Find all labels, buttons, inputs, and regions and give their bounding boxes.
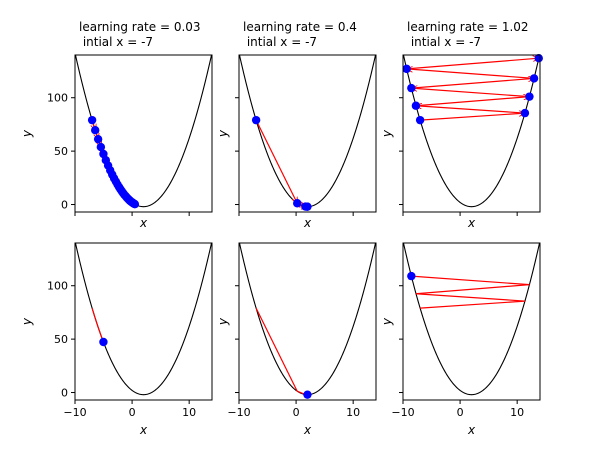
x-axis-label: x (303, 216, 312, 230)
step-arrow (255, 119, 298, 203)
axes-frame (238, 242, 377, 401)
iterate-point (251, 115, 261, 125)
y-tick-label: 0 (61, 387, 68, 400)
x-tick-label: 0 (293, 406, 300, 419)
subplot-3: x y learning rate = 1.02 intial x = -7 (380, 20, 543, 230)
axes-frame (238, 54, 377, 213)
iterate-point (293, 199, 302, 208)
x-tick-label: −10 (63, 406, 86, 419)
x-axis-label: x (139, 216, 148, 230)
step-arrow (420, 300, 525, 309)
iterate-point (303, 390, 312, 399)
iterate-point (415, 115, 425, 125)
iterate-point (93, 134, 103, 144)
step-arrow (411, 78, 534, 89)
y-axis-label: y (20, 317, 34, 326)
step-arrow (97, 326, 102, 336)
x-tick-label: 0 (457, 406, 464, 419)
iterate-point (96, 142, 106, 152)
step-arrow (411, 275, 530, 286)
step-arrow (415, 293, 525, 302)
iterate-point (407, 83, 416, 93)
axes-frame (402, 242, 541, 401)
step-arrow (411, 88, 530, 98)
subplot-2: x y learning rate = 0.4 intial x = -7 (216, 20, 377, 230)
subplot-title: learning rate = 1.02 intial x = -7 (407, 20, 529, 49)
parabola-curve (403, 55, 540, 208)
step-arrow (94, 318, 99, 328)
subplot-1: 0 50 100 x y learning rate = 0.03 intial x = … (20, 20, 213, 230)
subplot-title: learning rate = 0.4 intial x = -7 (243, 20, 357, 49)
subplot-6: −10 0 10 x y (380, 242, 541, 437)
y-tick-label: 100 (47, 280, 68, 293)
step-arrow (407, 69, 535, 79)
x-axis-label: x (303, 423, 312, 437)
iterate-point (91, 125, 100, 135)
x-tick-label: 0 (129, 406, 136, 419)
y-tick-label: 50 (54, 145, 68, 158)
iterate-point (402, 64, 411, 74)
step-arrow (420, 113, 525, 121)
y-axis-label: y (216, 317, 230, 326)
iterate-point (529, 74, 539, 83)
iterate-point (99, 337, 108, 347)
y-axis-label: y (380, 129, 394, 138)
iterate-point (534, 54, 543, 63)
y-tick-label: 50 (54, 333, 68, 346)
y-tick-label: 0 (61, 199, 68, 212)
iterate-point (407, 271, 416, 281)
iterate-point (525, 92, 534, 101)
x-tick-label: 10 (510, 406, 524, 419)
axes-frame (74, 242, 213, 401)
step-arrow (406, 58, 539, 70)
subplot-5: −10 0 10 x y (216, 242, 377, 437)
step-arrow (91, 307, 96, 319)
step-arrow (416, 106, 525, 114)
x-axis-label: x (467, 216, 476, 230)
iterate-point (303, 202, 312, 211)
x-tick-label: 10 (182, 406, 196, 419)
x-axis-label: x (139, 423, 148, 437)
axes-frame (402, 54, 541, 213)
y-tick-label: 100 (47, 92, 68, 105)
y-axis-label: y (216, 129, 230, 138)
x-tick-label: −10 (227, 406, 250, 419)
axes-frame (74, 54, 213, 213)
step-arrow (255, 307, 298, 392)
iterate-point (411, 101, 421, 110)
iterate-point (130, 200, 140, 209)
parabola-curve (239, 55, 376, 208)
parabola-curve (403, 243, 540, 396)
y-axis-label: y (380, 317, 394, 326)
step-arrow (415, 284, 530, 295)
subplot-title: learning rate = 0.03 intial x = -7 (79, 20, 201, 49)
iterate-point (87, 115, 97, 125)
x-tick-label: −10 (391, 406, 414, 419)
step-arrow (415, 97, 530, 107)
x-tick-label: 10 (346, 406, 360, 419)
iterate-point (520, 108, 530, 118)
y-axis-label: y (20, 129, 34, 138)
x-axis-label: x (467, 423, 476, 437)
parabola-curve (239, 243, 376, 396)
